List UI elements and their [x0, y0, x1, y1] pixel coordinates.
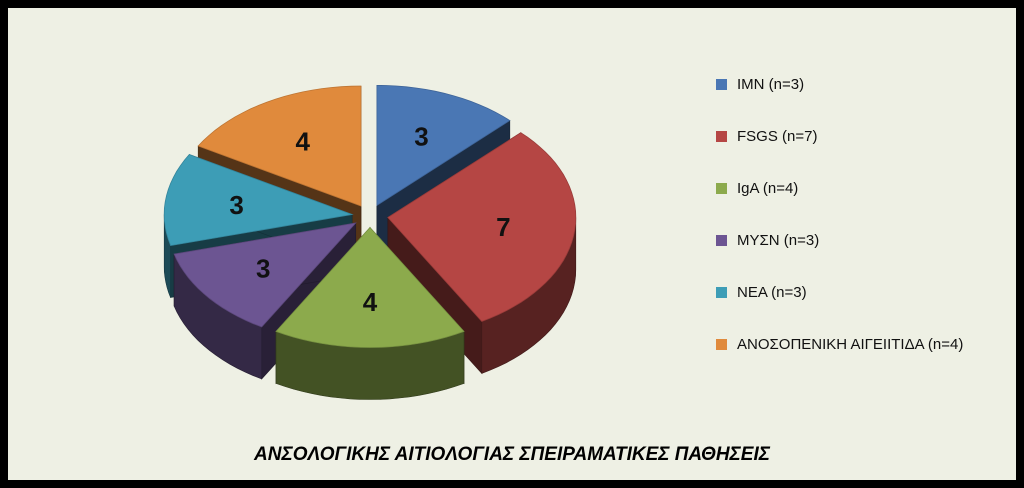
legend-swatch: [716, 338, 727, 350]
legend-label: ΜΥΣΝ (n=3): [737, 231, 820, 249]
data-label-6: 4: [295, 127, 310, 157]
legend-item-6: ΑΝΟΣΟΠΕΝΙΚΗ ΑΙΓΕΙΙΤΙΔΑ (n=4): [716, 334, 1006, 354]
legend-item-4: ΜΥΣΝ (n=3): [716, 230, 1006, 250]
pie-slice-3: [275, 226, 465, 400]
legend-label: IgA (n=4): [737, 179, 799, 197]
legend-swatch: [716, 182, 727, 194]
legend-item-3: IgA (n=4): [716, 178, 1006, 198]
legend-item-5: NEA (n=3): [716, 282, 1006, 302]
legend: IMN (n=3) FSGS (n=7) IgA (n=4) ΜΥΣΝ (n=3) NE…: [716, 74, 1006, 386]
pie-chart: 3 7 4 3 3 4: [163, 84, 577, 400]
legend-swatch: [716, 78, 727, 90]
data-label-4: 3: [256, 253, 270, 283]
legend-label: FSGS (n=7): [737, 127, 818, 145]
legend-label: IMN (n=3): [737, 75, 805, 93]
data-label-3: 4: [363, 287, 378, 317]
legend-item-1: IMN (n=3): [716, 74, 1006, 94]
legend-label: ΑΝΟΣΟΠΕΝΙΚΗ ΑΙΓΕΙΙΤΙΔΑ (n=4): [737, 335, 964, 353]
data-label-2: 7: [496, 212, 510, 242]
legend-label: NEA (n=3): [737, 283, 807, 301]
legend-item-2: FSGS (n=7): [716, 126, 1006, 146]
data-label-5: 3: [229, 190, 243, 220]
chart-frame: 3 7 4 3 3 4 IMN (n=3) FSGS (n=7) IgA (n=4) ΜΥΣΝ …: [8, 8, 1016, 480]
data-label-1: 3: [414, 122, 428, 152]
legend-swatch: [716, 286, 727, 298]
legend-swatch: [716, 130, 727, 142]
legend-swatch: [716, 234, 727, 246]
chart-title: ΑΝΣΟΛΟΓΙΚΗΣ ΑΙΤΙΟΛΟΓΙΑΣ ΣΠΕΙΡΑΜΑΤΙΚΕΣ ΠΑ…: [254, 444, 770, 465]
